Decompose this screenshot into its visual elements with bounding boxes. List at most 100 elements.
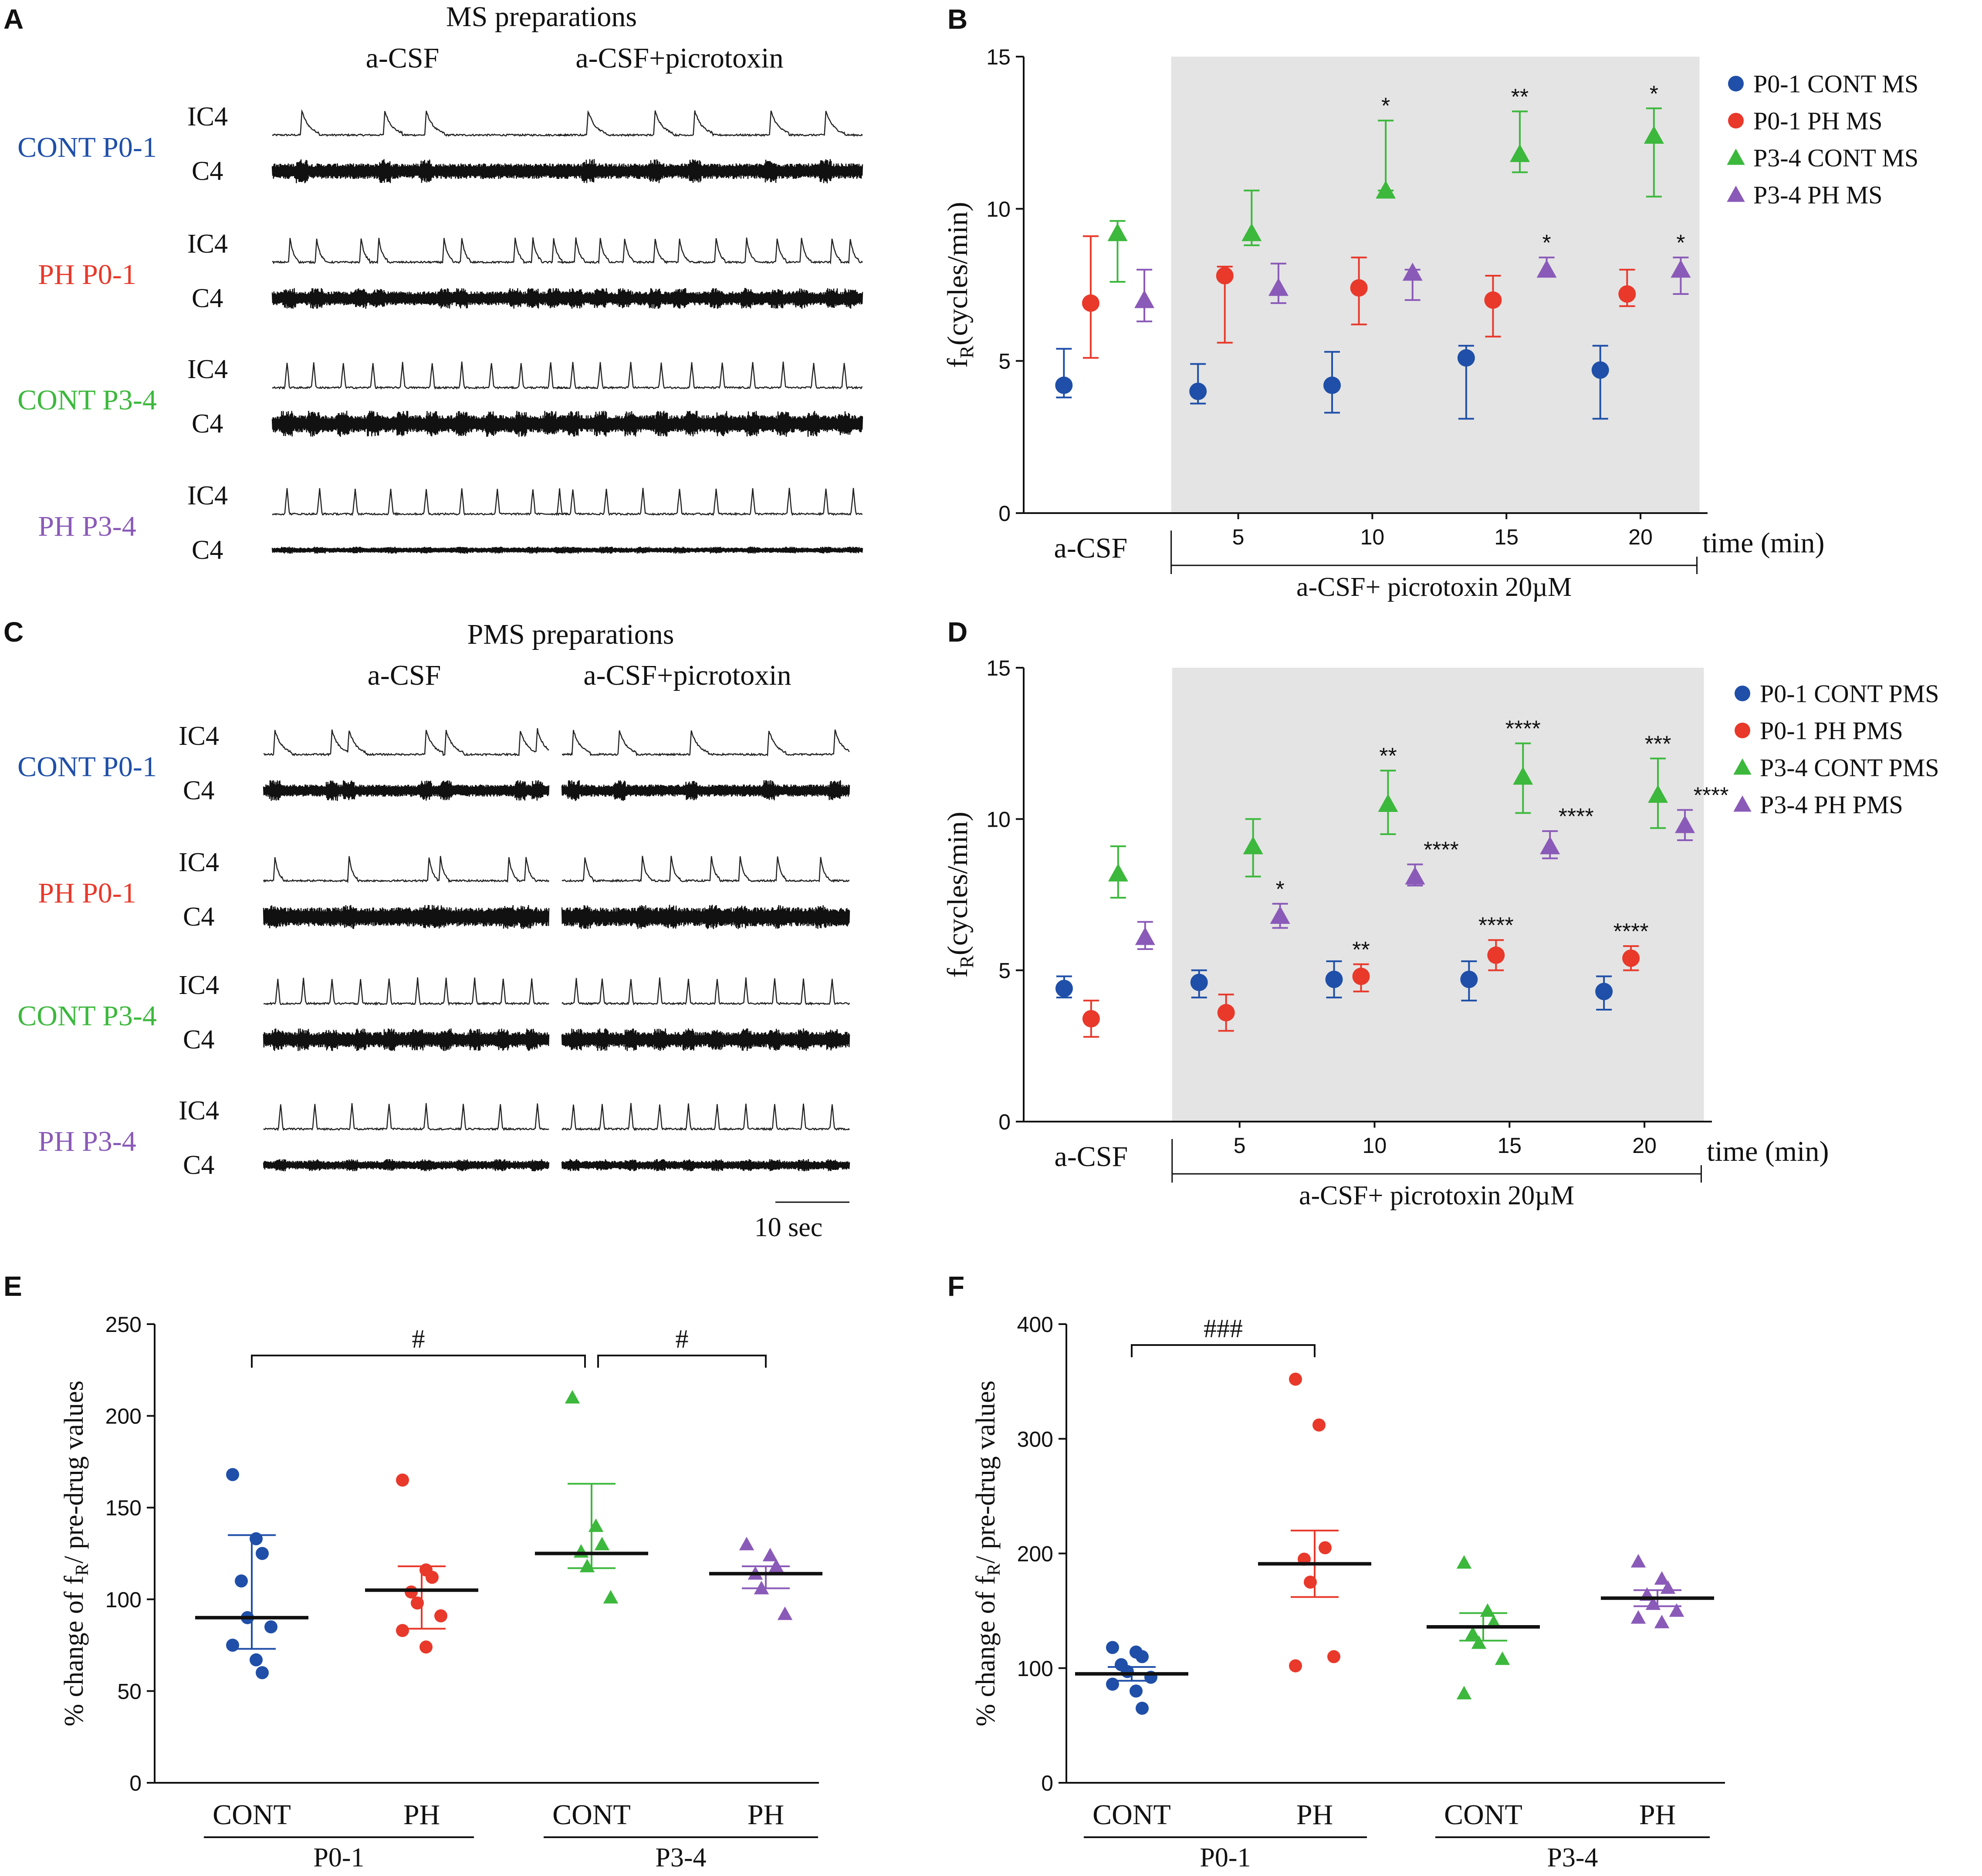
data-point [1540,836,1560,855]
age-group-label: P3-4 [1547,1843,1598,1873]
panel-b-letter: B [947,3,967,35]
y-axis-label-pre: % change of f [971,1575,1001,1726]
panel-c: C PMS preparations a-CSF a-CSF+picrotoxi… [3,616,850,1242]
baseline-label: a-CSF [1055,1141,1128,1173]
data-point [1630,1554,1646,1568]
panel-c-scale-bar-label: 10 sec [754,1213,823,1242]
c4-trace [263,1159,550,1172]
data-point [1654,1615,1670,1629]
legend-label: P3-4 PH PMS [1760,791,1903,819]
y-axis-label-post: / pre-drug values [59,1380,89,1563]
data-point [1130,1684,1143,1698]
y-tick-label: 0 [1041,1771,1053,1795]
age-group-label: P0-1 [1200,1843,1251,1873]
data-point [1243,836,1263,855]
data-point [235,1574,248,1588]
age-group-label: P3-4 [655,1843,706,1873]
panel-a: A MS preparations a-CSF a-CSF+picrotoxin… [3,1,863,565]
legend-label: P3-4 PH MS [1753,181,1883,209]
legend-label: P0-1 CONT PMS [1760,679,1939,708]
data-point [396,1624,409,1637]
ic4-trace [263,856,550,884]
panel-a-letter: A [3,3,24,35]
y-tick-label: 150 [105,1496,142,1520]
data-point [1268,277,1289,296]
trace-group-label: CONT P3-4 [17,384,157,416]
panel-c-title: PMS preparations [467,619,674,650]
y-tick-label: 5 [998,959,1011,983]
y-axis-label: fR(cycles/min) [942,811,977,977]
data-point [1327,1650,1340,1663]
c4-trace [271,410,569,437]
c4-trace [271,159,569,183]
data-point [1456,1686,1472,1700]
y-tick-label: 0 [998,501,1011,526]
data-point [1082,1010,1100,1028]
data-point [1352,967,1370,985]
x-tick-label: 5 [1234,1133,1246,1158]
c4-trace [561,1028,850,1051]
y-axis-label-sub: R [984,1564,1004,1576]
ic4-trace [272,361,569,390]
significance-stars: * [1381,94,1390,119]
panel-c-col-acsf: a-CSF [368,659,441,691]
legend-label: P0-1 PH MS [1753,107,1883,135]
ic4-trace [263,1103,549,1131]
y-axis-label: % change of fR/ pre-drug values [971,1380,1004,1726]
y-tick-label: 0 [129,1771,142,1795]
significance-stars: * [1276,877,1285,902]
legend-label: P0-1 CONT MS [1753,70,1918,98]
c4-trace [263,780,550,801]
c4-trace [557,411,863,437]
y-axis-label-main: f [942,358,974,368]
y-axis-label-post: / pre-drug values [971,1380,1001,1563]
trace-ic4-label: IC4 [187,355,228,384]
data-point [1325,970,1343,988]
legend-marker [1733,795,1752,812]
panel-e-letter: E [3,1271,22,1302]
trace-group-label: CONT P0-1 [17,132,157,163]
trace-c4-label: C4 [183,1150,214,1180]
trace-group-label: PH P0-1 [38,877,136,909]
category-label: CONT [213,1799,291,1831]
trace-c4-label: C4 [183,776,214,805]
data-point [1465,1626,1481,1640]
data-point [1136,1701,1149,1715]
panel-f-letter: F [947,1271,964,1302]
significance-stars: ** [1352,937,1370,963]
c4-trace [271,546,569,554]
trace-c4-label: C4 [183,902,214,932]
data-point [1241,223,1262,241]
ic4-trace [561,1103,850,1131]
y-axis-label-rest: (cycles/min) [942,811,974,955]
data-point [1513,767,1533,785]
category-label: PH [1296,1799,1333,1831]
data-point [411,1596,424,1610]
significance-stars: **** [1694,783,1729,808]
trace-c4-label: C4 [192,156,223,186]
legend-marker [1735,723,1750,738]
y-tick-label: 50 [117,1679,142,1704]
data-point [1082,294,1099,312]
c4-trace [561,905,850,930]
legend-marker [1728,113,1744,128]
trace-c4-label: C4 [192,535,223,565]
data-point [603,1590,619,1604]
significance-stars: * [1542,230,1551,256]
y-tick-label: 5 [998,349,1011,374]
significance-stars: **** [1613,919,1649,944]
data-point [1495,1651,1510,1665]
panel-b: B 0 5 10 15 5 10 15 20 fR(cycles/min) time (min) a… [942,3,1918,602]
legend-label: P0-1 PH PMS [1760,717,1903,745]
c4-trace [263,1028,550,1051]
data-point [1055,376,1073,394]
significance-stars: ** [1511,85,1529,110]
ic4-trace [561,729,850,757]
c4-trace [557,159,863,183]
data-point [762,1548,778,1562]
data-point [739,1537,754,1551]
data-point [256,1547,269,1560]
y-tick-label: 400 [1017,1312,1053,1337]
data-point [1216,267,1234,285]
legend-marker [1733,758,1752,775]
